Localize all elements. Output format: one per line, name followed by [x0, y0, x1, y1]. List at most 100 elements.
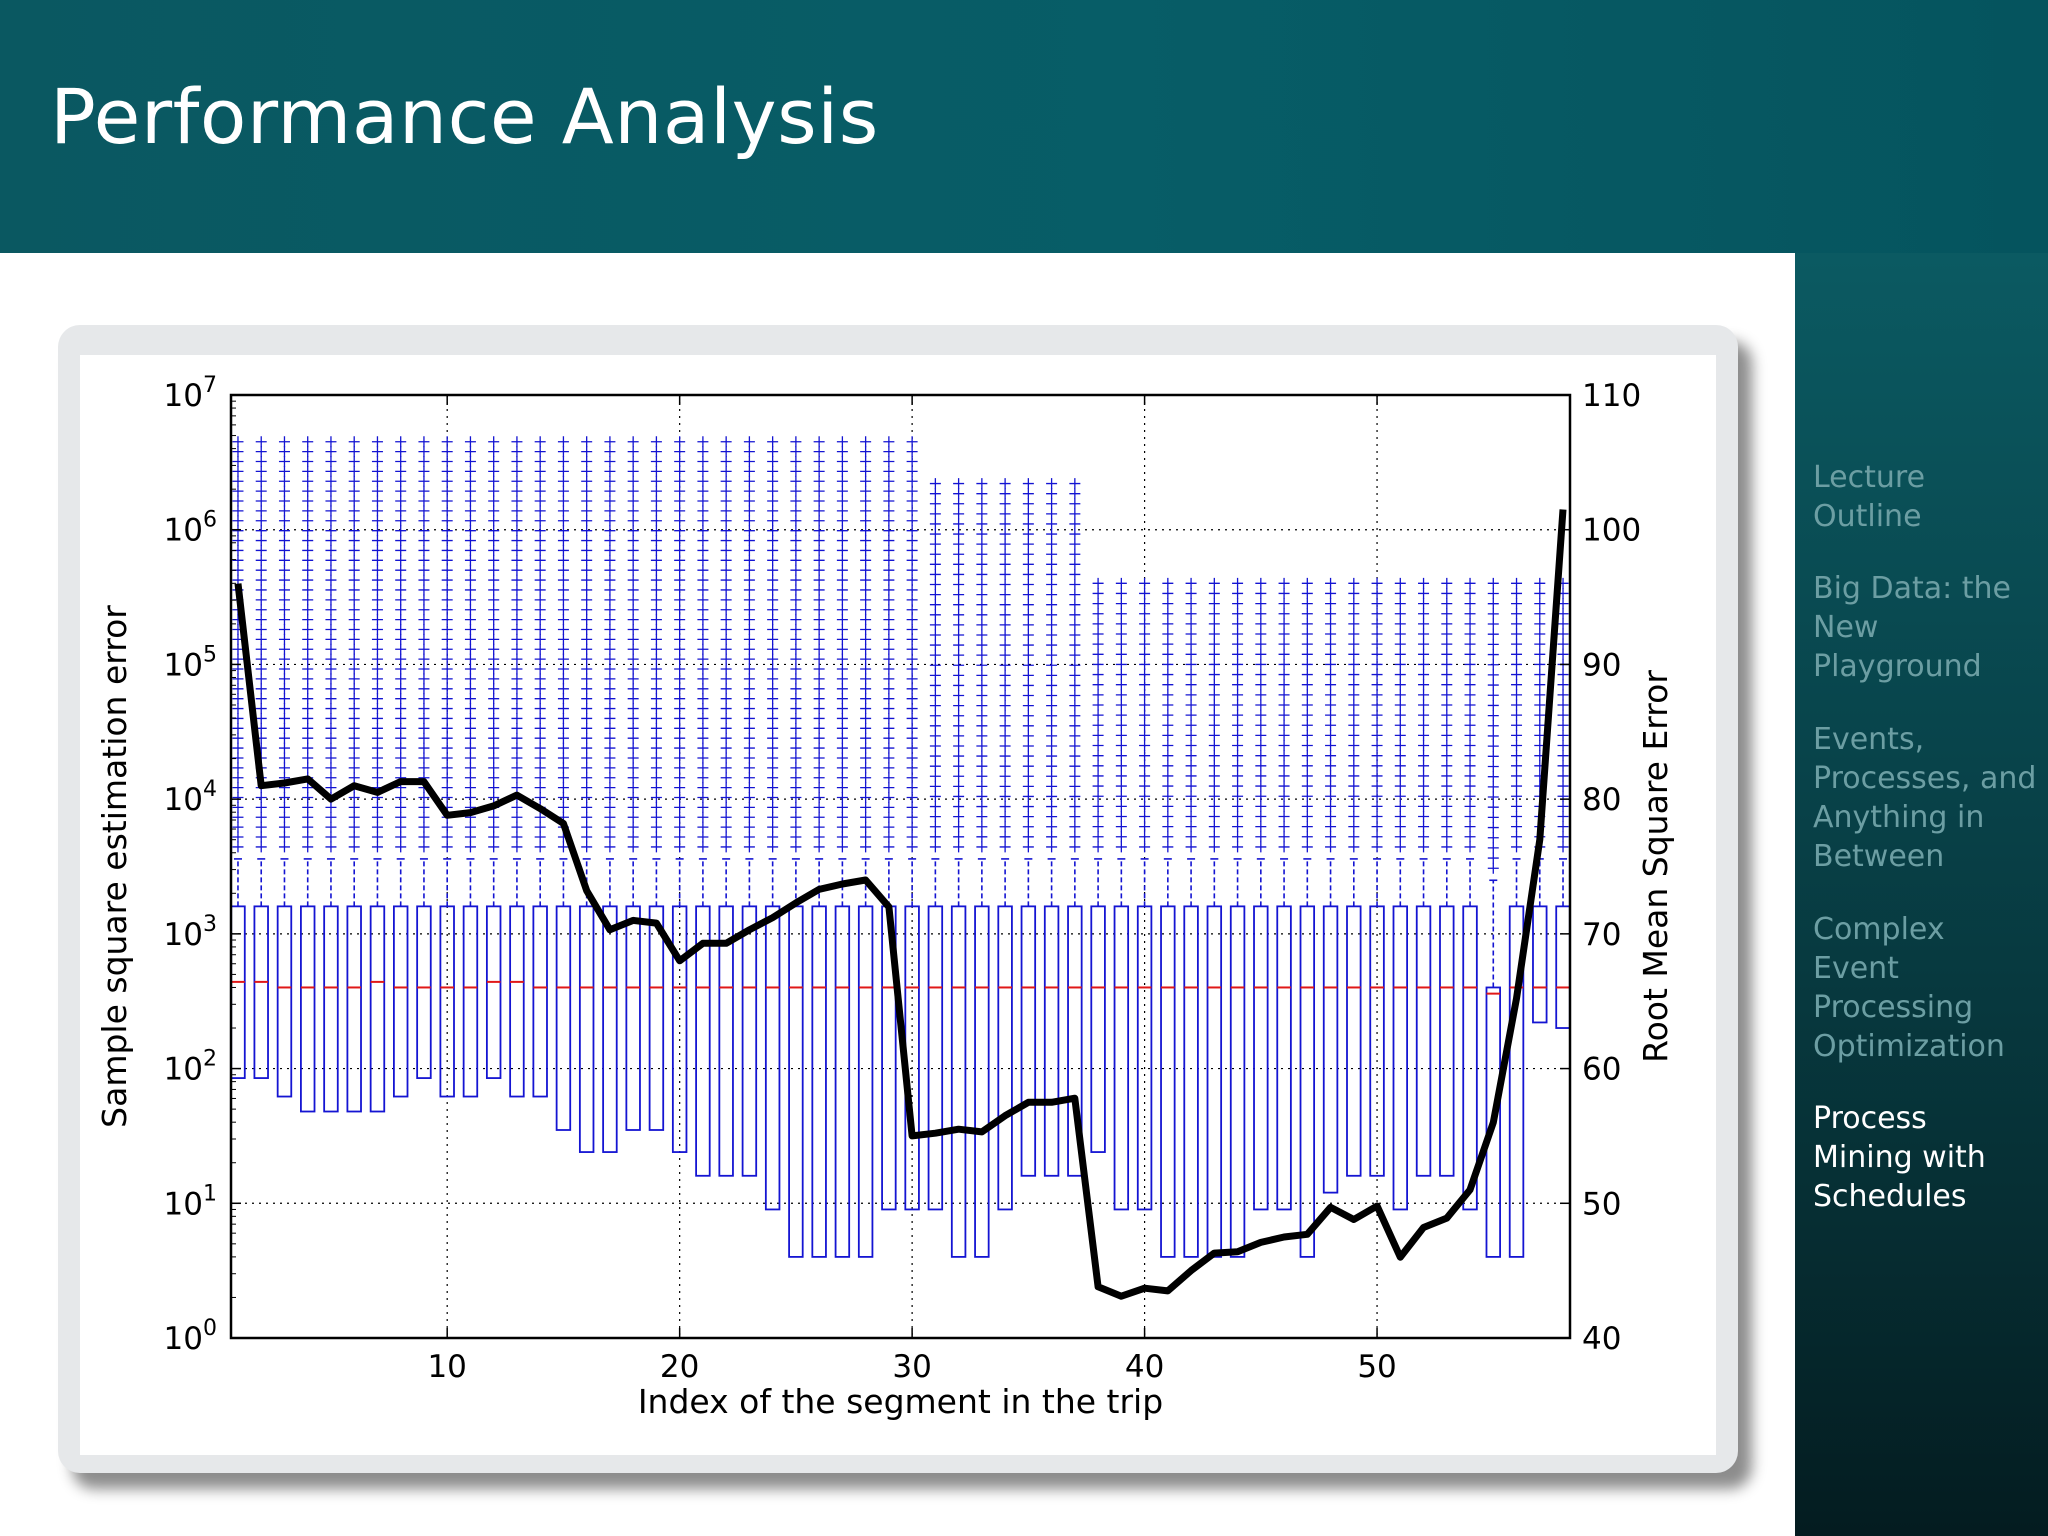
outlier-marker	[650, 584, 662, 596]
outlier-marker	[860, 732, 872, 744]
outlier-marker	[1487, 811, 1499, 823]
outlier-marker	[348, 712, 360, 724]
outlier-marker	[627, 584, 639, 596]
outlier-marker	[836, 811, 848, 823]
outlier-marker	[953, 801, 965, 813]
outlier-marker	[650, 455, 662, 467]
outlier-marker	[1325, 770, 1337, 782]
outlier-marker	[906, 535, 918, 547]
outlier-marker	[255, 683, 267, 695]
outlier-marker	[302, 564, 314, 576]
outlier-marker	[1371, 679, 1383, 691]
outlier-marker	[650, 782, 662, 794]
outlier-marker	[743, 554, 755, 566]
outlier-marker	[348, 742, 360, 754]
outlier-marker	[813, 535, 825, 547]
outlier-marker	[929, 589, 941, 601]
outlier-marker	[836, 801, 848, 813]
outlier-marker	[534, 495, 546, 507]
outlier-marker	[302, 594, 314, 606]
outlier-marker	[278, 495, 290, 507]
outlier-marker	[697, 811, 709, 823]
outlier-marker	[1301, 811, 1313, 823]
outlier-marker	[720, 633, 732, 645]
outlier-marker	[883, 732, 895, 744]
outlier-marker	[325, 584, 337, 596]
outlier-marker	[464, 584, 476, 596]
outlier-marker	[813, 515, 825, 527]
outlier-marker	[1092, 729, 1104, 741]
sidebar-item-big-data[interactable]: Big Data: the New Playground	[1813, 571, 2012, 684]
outlier-marker	[511, 762, 523, 774]
outlier-marker	[325, 841, 337, 853]
outlier-marker	[302, 436, 314, 448]
outlier-marker	[604, 841, 616, 853]
outlier-marker	[604, 801, 616, 813]
outlier-marker	[790, 495, 802, 507]
outlier-marker	[1115, 648, 1127, 660]
outlier-marker	[627, 703, 639, 715]
outlier-marker	[604, 752, 616, 764]
outlier-marker	[348, 683, 360, 695]
outlier-marker	[1301, 669, 1313, 681]
outlier-marker	[371, 712, 383, 724]
outlier-marker	[581, 693, 593, 705]
sidebar-item-complex-event-processing[interactable]: Complex Event Processing Optimization	[1813, 912, 2005, 1064]
box-body	[1415, 905, 1432, 1177]
outlier-marker	[860, 564, 872, 576]
outlier-marker	[790, 465, 802, 477]
outlier-marker	[255, 712, 267, 724]
box-item	[392, 436, 409, 1098]
outlier-marker	[488, 594, 500, 606]
outlier-marker	[790, 584, 802, 596]
outlier-marker	[697, 841, 709, 853]
outlier-marker	[371, 465, 383, 477]
box-item	[346, 436, 362, 1113]
outlier-marker	[1069, 669, 1081, 681]
outlier-marker	[627, 752, 639, 764]
outlier-marker	[790, 623, 802, 635]
outlier-marker	[1208, 740, 1220, 752]
outlier-marker	[1092, 750, 1104, 762]
outlier-marker	[1115, 821, 1127, 833]
outlier-marker	[348, 703, 360, 715]
outlier-marker	[1278, 760, 1290, 772]
outlier-marker	[767, 584, 779, 596]
outlier-marker	[1301, 821, 1313, 833]
box-body	[1439, 905, 1455, 1177]
outlier-marker	[1464, 719, 1476, 731]
outlier-marker	[1325, 598, 1337, 610]
outlier-marker	[534, 782, 546, 794]
box-body	[369, 905, 386, 1113]
outlier-marker	[278, 564, 290, 576]
outlier-marker	[325, 693, 337, 705]
sidebar-item-lecture-outline[interactable]: Lecture Outline	[1813, 460, 1926, 534]
outlier-marker	[1371, 800, 1383, 812]
box-item	[974, 478, 990, 1258]
outlier-marker	[767, 712, 779, 724]
sidebar-item-process-mining[interactable]: Process Mining with Schedules	[1813, 1101, 1986, 1214]
outlier-marker	[906, 475, 918, 487]
outlier-marker	[720, 436, 732, 448]
outlier-marker	[302, 673, 314, 685]
outlier-marker	[1255, 750, 1267, 762]
outlier-marker	[302, 821, 314, 833]
outlier-marker	[1511, 729, 1523, 741]
outlier-marker	[1511, 679, 1523, 691]
outlier-marker	[1232, 699, 1244, 711]
outlier-marker	[1092, 800, 1104, 812]
outlier-marker	[371, 485, 383, 497]
outlier-marker	[581, 515, 593, 527]
outlier-marker	[883, 495, 895, 507]
outlier-marker	[371, 515, 383, 527]
outlier-marker	[1255, 669, 1267, 681]
sidebar-item-events-processes[interactable]: Events, Processes, and Anything in Betwe…	[1813, 722, 2037, 874]
outlier-marker	[232, 485, 244, 497]
outlier-marker	[836, 633, 848, 645]
outlier-marker	[906, 821, 918, 833]
outlier-marker	[1301, 638, 1313, 650]
y-left-tick-label: 106	[164, 508, 217, 549]
outlier-marker	[464, 554, 476, 566]
outlier-marker	[906, 742, 918, 754]
outlier-marker	[302, 663, 314, 675]
